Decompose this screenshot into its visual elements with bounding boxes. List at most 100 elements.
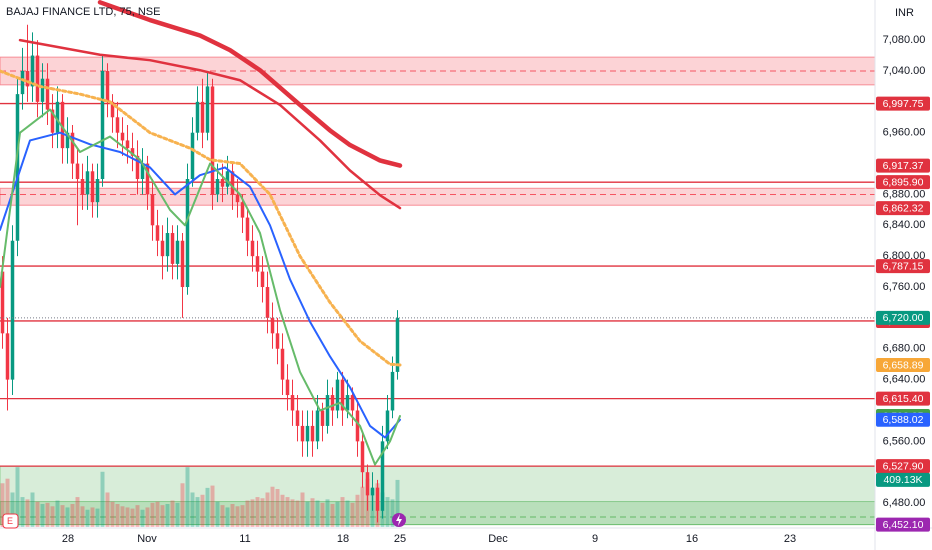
indicator-line [97, 0, 403, 168]
candle-body [355, 410, 360, 442]
volume-bar [0, 483, 5, 527]
y-tick-label: 6,560.00 [883, 435, 926, 447]
candle-body [250, 240, 255, 257]
currency: INR [895, 7, 914, 19]
earnings-icon: E [7, 516, 13, 526]
candle-body [380, 441, 385, 511]
price-badge-label: 6,588.02 [883, 414, 924, 426]
candle-body [20, 70, 25, 95]
candle-body [330, 395, 335, 411]
candle-body [5, 333, 10, 380]
price-badge [876, 310, 930, 325]
volume-bar [55, 500, 60, 527]
price-badge [876, 517, 930, 532]
price-badge-label: 6,917.37 [883, 160, 924, 172]
indicator-line [0, 69, 402, 367]
x-tick-label: 9 [592, 533, 598, 545]
candle-body [175, 240, 180, 264]
price-badge-label: 6,720.00 [883, 312, 924, 324]
volume-bar [295, 500, 300, 527]
volume-bar [345, 500, 350, 527]
x-tick-label: Nov [137, 533, 157, 545]
candle-body [395, 317, 400, 372]
candle-body [235, 194, 240, 203]
candle-body [350, 395, 355, 411]
volume-bar [315, 500, 320, 527]
price-badge-label: 6,862.32 [883, 202, 924, 214]
x-tick-label: 18 [337, 533, 349, 545]
candle-body [100, 70, 105, 180]
volume-bar [145, 507, 150, 527]
candle-body [185, 179, 190, 288]
volume-bar [350, 502, 355, 527]
candle-body [150, 194, 155, 226]
candle-body [130, 148, 135, 156]
volume-bar [175, 502, 180, 527]
candle-body [295, 410, 300, 426]
candle-body [370, 487, 375, 496]
candle-body [230, 171, 235, 195]
volume-bar [290, 499, 295, 527]
level-badge [876, 259, 930, 274]
candle-body [90, 171, 95, 203]
volume-bar [150, 502, 155, 527]
volume-bar [190, 492, 195, 527]
candle-body [180, 240, 185, 288]
candle-body [335, 379, 340, 411]
candle-body [285, 379, 290, 396]
volume-bar [395, 479, 400, 527]
volume-bar [25, 499, 30, 527]
candle-body [340, 379, 345, 411]
volume-bar [285, 497, 290, 527]
candle-body [225, 171, 230, 187]
earnings-badge[interactable] [2, 513, 19, 529]
volume-bar [30, 492, 35, 527]
level-badge [876, 391, 930, 406]
volume-bar [115, 503, 120, 527]
candle-body [375, 487, 380, 511]
volume-bar [230, 503, 235, 527]
y-tick-label: 6,760.00 [883, 281, 926, 293]
volume-bar [185, 467, 190, 527]
candle-body [260, 271, 265, 288]
zone [0, 187, 876, 206]
volume-bar [15, 467, 20, 527]
volume-bar [180, 483, 185, 527]
volume-bar [95, 508, 100, 527]
volume-bar [280, 494, 285, 527]
level-badge-label: 6,895.90 [883, 176, 924, 188]
volume-bar [260, 498, 265, 527]
volume-bar [335, 501, 340, 527]
candle-body [115, 117, 120, 133]
candle-body [85, 171, 90, 195]
indicator-line [18, 38, 402, 210]
volume-bar [85, 509, 90, 527]
candle-body [170, 233, 175, 264]
level-badge [876, 96, 930, 111]
candle-body [345, 395, 350, 411]
candle-body [385, 410, 390, 442]
candle-body [190, 132, 195, 180]
level-badge-label: 6,615.40 [883, 393, 924, 405]
volume-bar [220, 505, 225, 527]
indicator-line [0, 131, 401, 439]
price-badge-label: 6,452.10 [883, 519, 924, 531]
volume-bar [225, 507, 230, 527]
candle-body [155, 225, 160, 241]
candle-body [40, 78, 45, 102]
volume-bar [390, 499, 395, 527]
candle-body [290, 395, 295, 411]
volume-bar [155, 501, 160, 527]
candle-body [245, 217, 250, 241]
volume-bar [275, 489, 280, 527]
candle-body [0, 271, 5, 334]
candle-body [390, 371, 395, 411]
volume-bar [340, 497, 345, 527]
candle-body [35, 55, 40, 102]
volume-bar [135, 505, 140, 527]
candle-body [95, 179, 100, 203]
volume-bar [125, 507, 130, 527]
candle-body [275, 333, 280, 349]
